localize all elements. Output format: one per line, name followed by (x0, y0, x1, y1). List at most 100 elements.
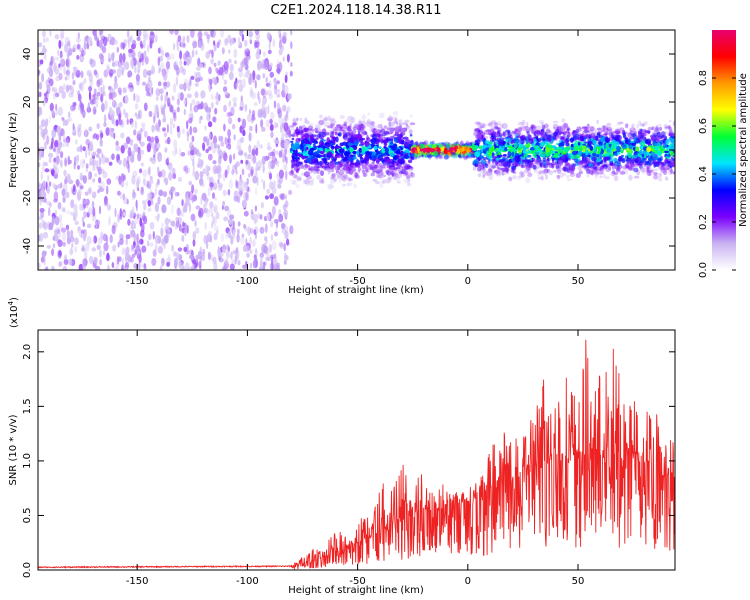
heatmap-cell (314, 166, 320, 169)
heatmap-cell (340, 175, 347, 181)
heatmap-cell (267, 105, 270, 115)
heatmap-cell (301, 139, 305, 145)
heatmap-cell (67, 155, 71, 166)
heatmap-cell (294, 141, 300, 148)
heatmap-cell (320, 177, 325, 184)
heatmap-cell (48, 83, 52, 92)
heatmap-cell (83, 159, 86, 165)
heatmap-cell (105, 127, 110, 136)
heatmap-cell (166, 136, 171, 145)
heatmap-cell (603, 174, 606, 178)
heatmap-cell (338, 177, 342, 183)
heatmap-cell (252, 70, 256, 81)
heatmap-cell (352, 126, 358, 131)
heatmap-cell (128, 48, 134, 54)
heatmap-cell (313, 166, 317, 170)
heatmap-cell (393, 143, 397, 147)
heatmap-cell (551, 162, 556, 166)
heatmap-cell (74, 246, 78, 253)
heatmap-cell (127, 254, 132, 263)
heatmap-cell (187, 150, 191, 157)
heatmap-cell (130, 229, 136, 238)
heatmap-cell (253, 229, 257, 236)
heatmap-cell (585, 150, 589, 156)
heatmap-cell (562, 166, 569, 172)
heatmap-cell (254, 248, 258, 254)
heatmap-cell (111, 114, 115, 125)
heatmap-cell (51, 248, 55, 256)
heatmap-cell (172, 173, 177, 180)
heatmap-cell (100, 132, 104, 139)
heatmap-cell (518, 174, 524, 179)
heatmap-cell (124, 261, 130, 270)
heatmap-cell (202, 248, 206, 255)
heatmap-cell (376, 129, 382, 133)
heatmap-cell (197, 157, 201, 165)
heatmap-cell (335, 136, 339, 143)
heatmap-cell (131, 121, 134, 128)
heatmap-cell (212, 256, 217, 265)
heatmap-cell (203, 197, 209, 203)
heatmap-cell (58, 85, 64, 94)
heatmap-cell (384, 147, 389, 153)
heatmap-cell (168, 165, 173, 172)
heatmap-cell (76, 154, 80, 162)
heatmap-cell (164, 147, 168, 153)
heatmap-cell (234, 60, 237, 65)
heatmap-cell (517, 122, 523, 126)
heatmap-cell (264, 223, 268, 234)
heatmap-cell (161, 204, 167, 214)
heatmap-cell (292, 122, 298, 126)
heatmap-cell (67, 111, 71, 119)
heatmap-cell (181, 235, 185, 242)
heatmap-cell (66, 118, 70, 124)
heatmap-cell (212, 192, 215, 200)
heatmap-cell (225, 143, 228, 149)
heatmap-cell (209, 78, 213, 86)
heatmap-cell (89, 255, 94, 264)
heatmap-cell (124, 94, 129, 105)
heatmap-cell (228, 58, 232, 64)
heatmap-cell (245, 191, 249, 202)
heatmap-cell (41, 119, 46, 127)
spectrogram-y-label: Frequency (Hz) (8, 112, 19, 188)
heatmap-cell (98, 53, 104, 60)
heatmap-cell (149, 222, 155, 230)
heatmap-cell (659, 166, 663, 171)
heatmap-cell (144, 33, 149, 38)
heatmap-cell (305, 164, 311, 168)
heatmap-cell (57, 228, 60, 235)
heatmap-cell (115, 119, 119, 127)
heatmap-cell (597, 149, 601, 154)
heatmap-cell (329, 121, 333, 125)
heatmap-cell (154, 202, 159, 213)
heatmap-cell (58, 39, 62, 49)
heatmap-cell (70, 199, 75, 209)
heatmap-cell (396, 127, 400, 133)
heatmap-cell (133, 129, 137, 136)
heatmap-cell (55, 226, 60, 232)
heatmap-cell (95, 220, 98, 229)
heatmap-cell (288, 130, 291, 138)
heatmap-cell (253, 214, 259, 224)
heatmap-cell (266, 188, 270, 195)
heatmap-cell (141, 245, 147, 253)
heatmap-cell (185, 164, 188, 175)
heatmap-cell (400, 136, 404, 140)
heatmap-cell (371, 161, 376, 164)
heatmap-cell (80, 158, 85, 169)
heatmap-cell (257, 60, 262, 70)
heatmap-cell (292, 131, 297, 138)
heatmap-cell (51, 265, 55, 270)
heatmap-cell (165, 60, 171, 70)
heatmap-cell (417, 155, 421, 159)
heatmap-cell (42, 99, 46, 107)
heatmap-cell (143, 203, 147, 211)
heatmap-cell (157, 166, 160, 174)
heatmap-cell (283, 242, 287, 252)
heatmap-cell (239, 30, 243, 37)
heatmap-cell (579, 169, 582, 175)
heatmap-cell (443, 147, 447, 154)
heatmap-cell (58, 72, 63, 81)
heatmap-cell (137, 130, 142, 138)
